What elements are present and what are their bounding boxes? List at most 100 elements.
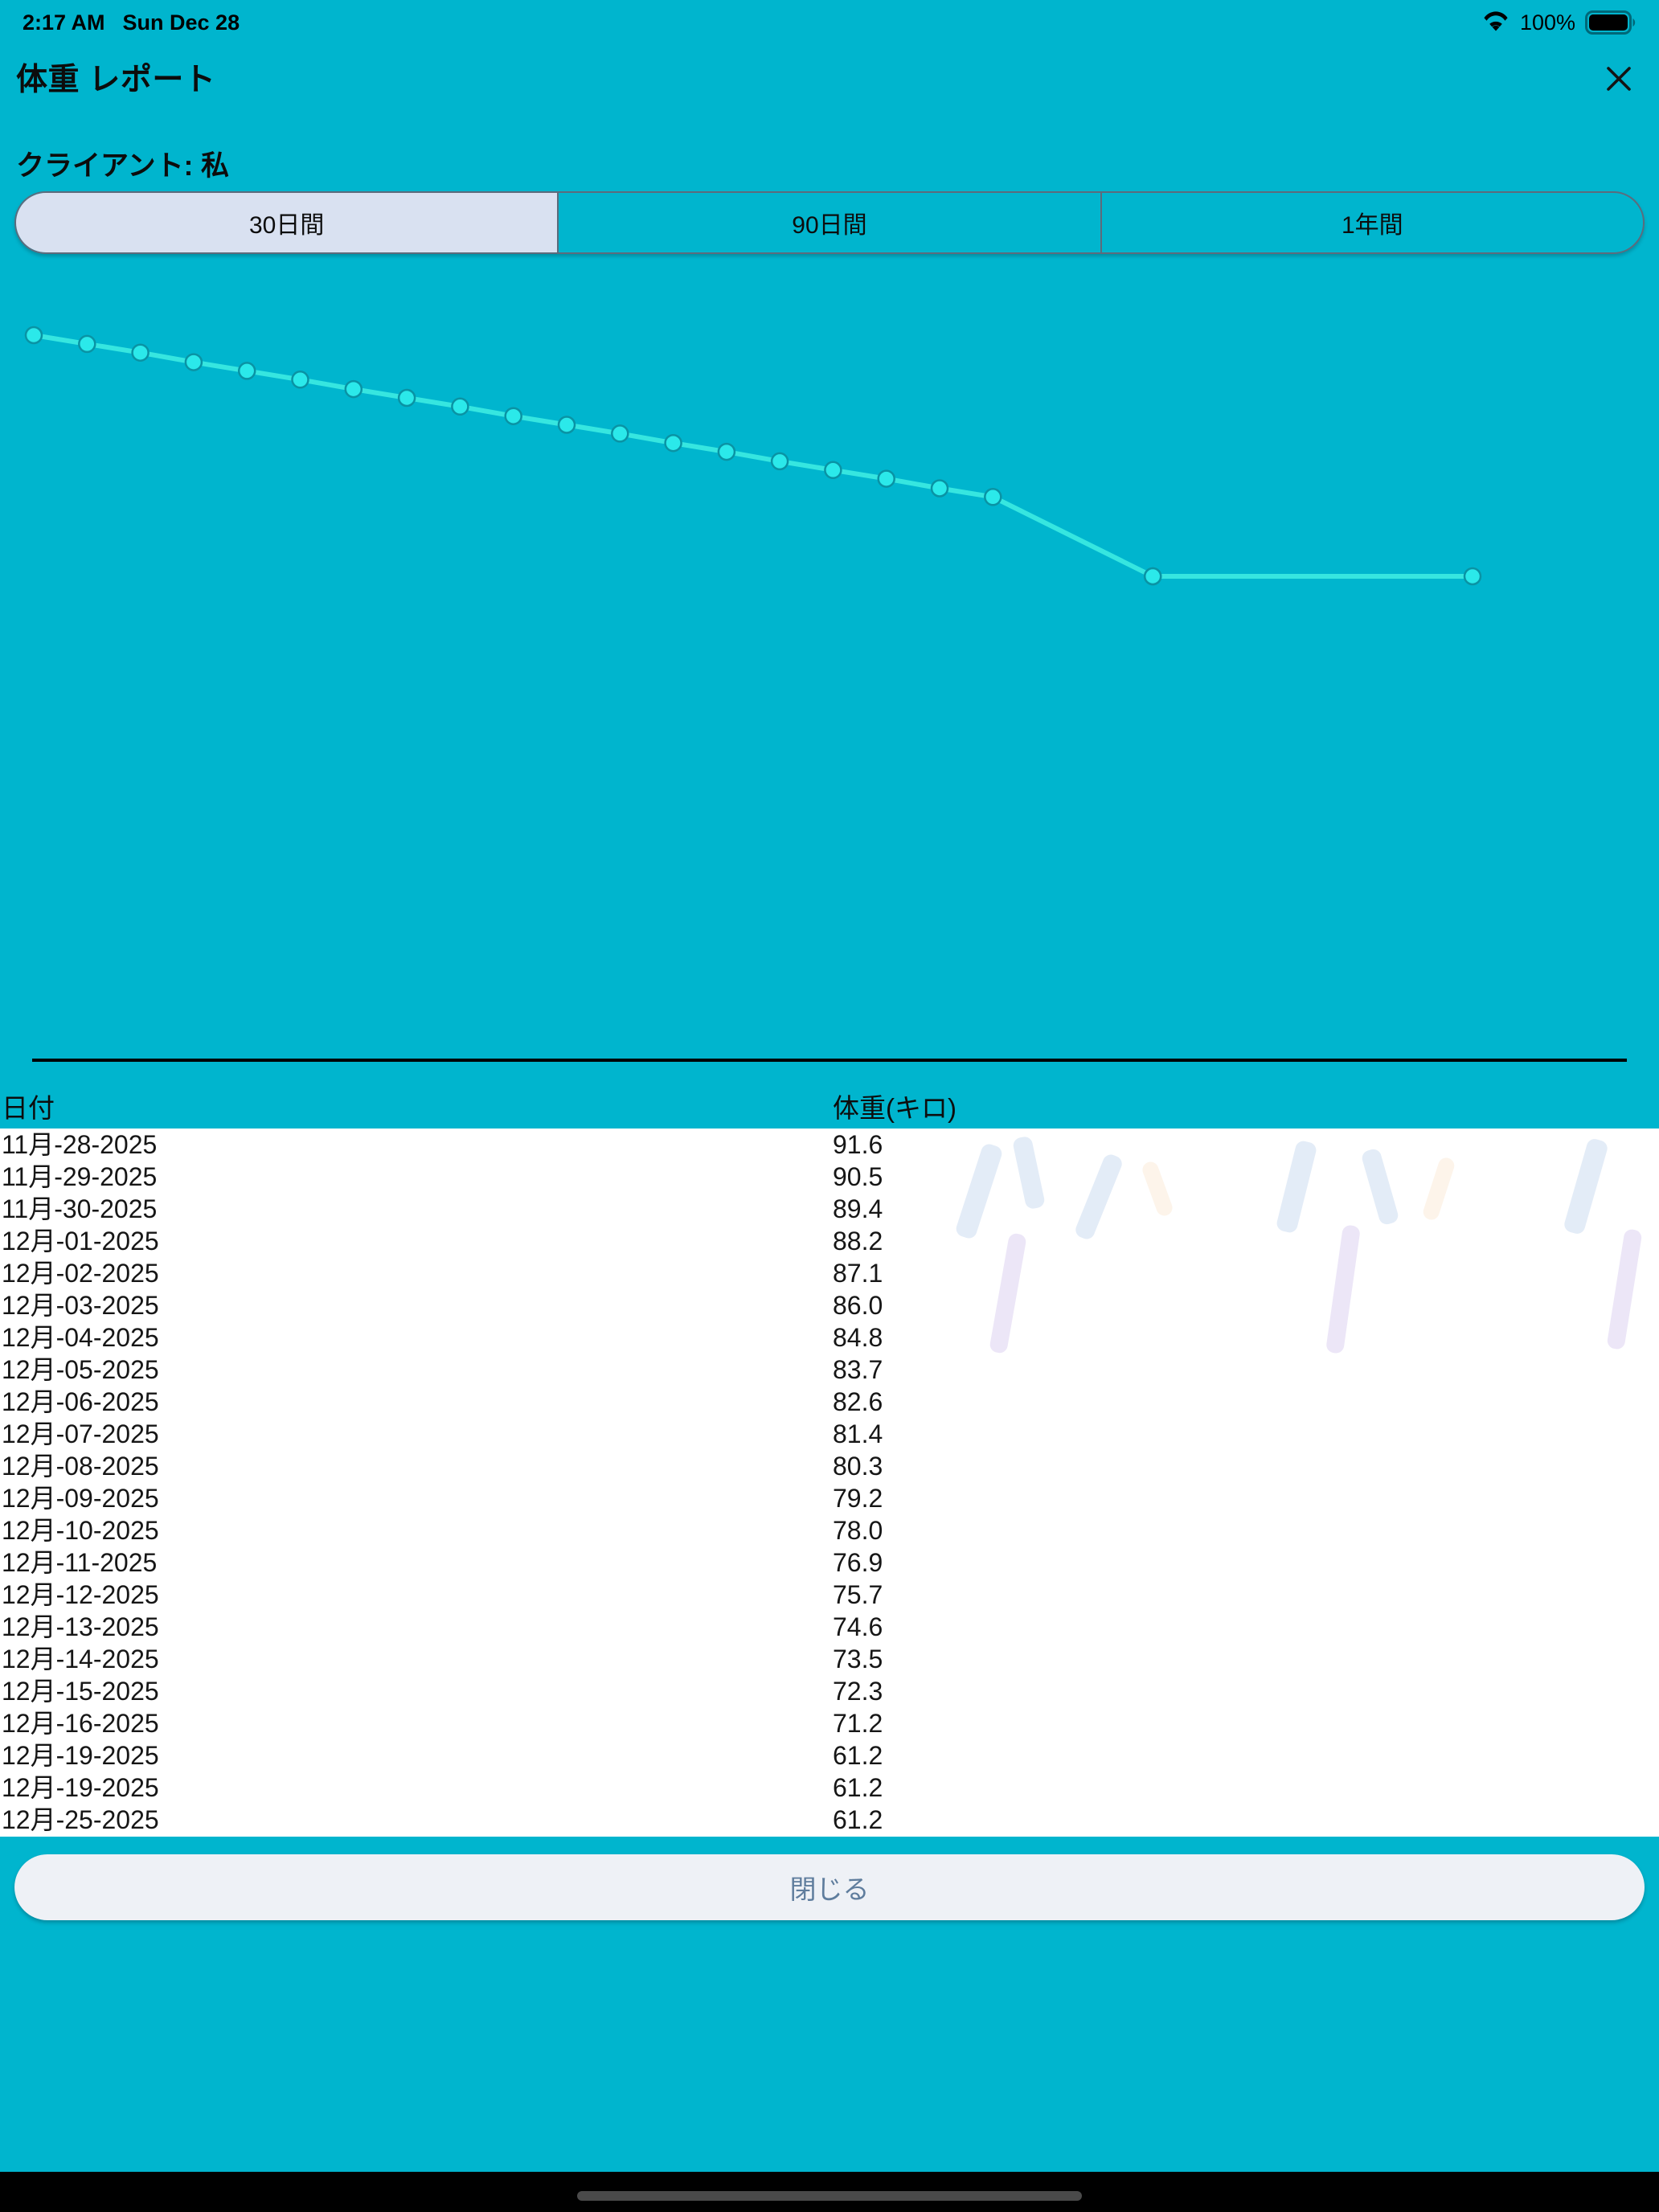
table-header: 日付 体重(キロ) xyxy=(0,1087,1659,1123)
chart-point xyxy=(504,407,522,425)
table-row: 12月-11-2025 76.9 xyxy=(0,1546,1659,1579)
cell-weight: 61.2 xyxy=(833,1741,883,1770)
close-icon[interactable] xyxy=(1600,59,1638,98)
chart-point xyxy=(611,424,629,443)
close-button[interactable]: 閉じる xyxy=(14,1854,1645,1920)
cell-weight: 61.2 xyxy=(833,1773,883,1802)
cell-weight: 87.1 xyxy=(833,1259,883,1288)
range-tab-1[interactable]: 30日間 xyxy=(16,193,559,252)
range-tab-3[interactable]: 1年間 xyxy=(1341,212,1403,239)
cell-weight: 76.9 xyxy=(833,1548,883,1577)
chart-point xyxy=(824,461,842,480)
chart-point xyxy=(397,388,416,408)
cell-weight: 79.2 xyxy=(833,1484,883,1513)
cell-weight: 73.5 xyxy=(833,1645,883,1673)
chart-point xyxy=(24,326,43,345)
table-row: 12月-13-2025 74.6 xyxy=(0,1611,1659,1643)
cell-weight: 90.5 xyxy=(833,1162,883,1191)
cell-date: 11月-28-2025 xyxy=(2,1130,158,1159)
battery-percent: 100% xyxy=(1519,10,1575,35)
cell-weight: 61.2 xyxy=(833,1805,883,1834)
cell-date: 12月-19-2025 xyxy=(2,1773,159,1802)
table-row: 12月-07-2025 81.4 xyxy=(0,1418,1659,1450)
table-row: 12月-04-2025 84.8 xyxy=(0,1321,1659,1354)
cell-date: 12月-19-2025 xyxy=(2,1741,159,1770)
cell-weight: 74.6 xyxy=(833,1612,883,1641)
cell-date: 12月-11-2025 xyxy=(2,1548,158,1577)
cell-weight: 80.3 xyxy=(833,1452,883,1481)
cell-date: 12月-04-2025 xyxy=(2,1323,159,1352)
cell-date: 12月-09-2025 xyxy=(2,1484,159,1513)
cell-weight: 83.7 xyxy=(833,1355,883,1384)
table-row: 12月-03-2025 86.0 xyxy=(0,1289,1659,1321)
table-row: 12月-19-2025 61.2 xyxy=(0,1772,1659,1804)
table-row: 12月-19-2025 61.2 xyxy=(0,1739,1659,1772)
table-row: 11月-30-2025 89.4 xyxy=(0,1193,1659,1225)
cell-weight: 84.8 xyxy=(833,1323,883,1352)
chart-point xyxy=(930,479,949,498)
cell-date: 11月-29-2025 xyxy=(2,1162,158,1191)
status-time: 2:17 AM xyxy=(23,10,105,35)
chart-point xyxy=(451,397,469,416)
chart-point xyxy=(344,379,363,399)
cell-date: 11月-30-2025 xyxy=(2,1194,158,1223)
cell-date: 12月-15-2025 xyxy=(2,1677,159,1706)
table-row: 12月-16-2025 71.2 xyxy=(0,1707,1659,1739)
cell-date: 12月-03-2025 xyxy=(2,1291,159,1320)
chart-point xyxy=(770,452,789,471)
cell-date: 12月-25-2025 xyxy=(2,1805,159,1834)
cell-date: 12月-06-2025 xyxy=(2,1387,159,1416)
cell-weight: 81.4 xyxy=(833,1419,883,1448)
chart-line xyxy=(33,333,1473,579)
chart-point xyxy=(557,416,576,434)
page-title: 体重 レポート xyxy=(16,63,216,97)
cell-date: 12月-08-2025 xyxy=(2,1452,159,1481)
table-row: 12月-10-2025 78.0 xyxy=(0,1514,1659,1546)
weight-table: 11月-28-2025 91.6 11月-29-2025 90.5 11月-30-202… xyxy=(0,1129,1659,1837)
status-bar: 2:17 AM Sun Dec 28 100% xyxy=(0,0,1659,45)
table-row: 12月-25-2025 61.2 xyxy=(0,1804,1659,1836)
table-row: 12月-06-2025 82.6 xyxy=(0,1386,1659,1418)
chart-point xyxy=(984,488,1002,506)
battery-full-icon xyxy=(1585,10,1636,35)
cell-weight: 75.7 xyxy=(833,1580,883,1609)
column-header-weight: 体重(キロ) xyxy=(833,1093,956,1123)
table-row: 12月-05-2025 83.7 xyxy=(0,1354,1659,1386)
table-row: 11月-29-2025 90.5 xyxy=(0,1161,1659,1193)
client-label: クライアント: 私 xyxy=(16,150,229,182)
table-row: 12月-08-2025 80.3 xyxy=(0,1450,1659,1482)
cell-date: 12月-02-2025 xyxy=(2,1259,159,1288)
range-tab-2[interactable]: 90日間 xyxy=(559,193,1102,252)
home-indicator[interactable] xyxy=(577,2191,1082,2201)
cell-weight: 89.4 xyxy=(833,1194,883,1223)
weight-line-chart xyxy=(24,326,1482,586)
chart-point xyxy=(1463,567,1482,586)
chart-point xyxy=(184,353,203,371)
status-right-cluster: 100% xyxy=(1481,10,1636,35)
cell-weight: 91.6 xyxy=(833,1130,883,1159)
chart-point xyxy=(237,362,256,380)
cell-weight: 78.0 xyxy=(833,1516,883,1545)
table-row: 12月-01-2025 88.2 xyxy=(0,1225,1659,1257)
cell-date: 12月-16-2025 xyxy=(2,1709,159,1738)
cell-date: 12月-01-2025 xyxy=(2,1227,159,1256)
table-row: 12月-09-2025 79.2 xyxy=(0,1482,1659,1514)
chart-point xyxy=(291,371,309,389)
cell-weight: 88.2 xyxy=(833,1227,883,1256)
cell-date: 12月-14-2025 xyxy=(2,1645,159,1673)
table-row: 12月-14-2025 73.5 xyxy=(0,1643,1659,1675)
cell-weight: 72.3 xyxy=(833,1677,883,1706)
chart-point xyxy=(717,442,736,461)
chart-point xyxy=(877,469,895,488)
cell-weight: 86.0 xyxy=(833,1291,883,1320)
column-header-date: 日付 xyxy=(2,1093,55,1123)
chart-point xyxy=(664,433,682,453)
chart-point xyxy=(131,343,150,362)
cell-date: 12月-07-2025 xyxy=(2,1419,159,1448)
range-segmented-control: 30日間 90日間 1年間 xyxy=(14,191,1645,254)
status-date: Sun Dec 28 xyxy=(122,10,240,35)
table-row: 12月-15-2025 72.3 xyxy=(0,1675,1659,1707)
cell-date: 12月-05-2025 xyxy=(2,1355,159,1384)
cell-weight: 71.2 xyxy=(833,1709,883,1738)
table-row: 12月-12-2025 75.7 xyxy=(0,1579,1659,1611)
